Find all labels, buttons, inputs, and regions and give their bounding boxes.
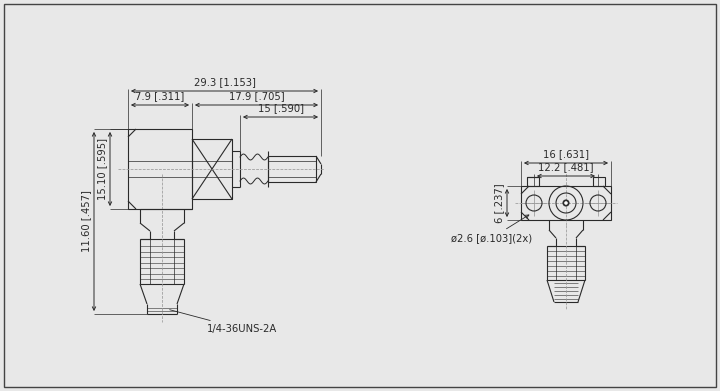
Text: ø2.6 [ø.103](2x): ø2.6 [ø.103](2x): [451, 215, 532, 243]
Bar: [527, 177, 539, 186]
Text: 12.2 [.481]: 12.2 [.481]: [539, 162, 594, 172]
Bar: [192, 139, 232, 199]
Text: 7.9 [.311]: 7.9 [.311]: [135, 91, 184, 101]
Text: 16 [.631]: 16 [.631]: [543, 149, 589, 159]
Text: 17.9 [.705]: 17.9 [.705]: [229, 91, 284, 101]
Bar: [521, 186, 611, 220]
Text: 11.60 [.457]: 11.60 [.457]: [81, 190, 91, 253]
Bar: [268, 156, 316, 182]
Bar: [593, 177, 605, 186]
Bar: [128, 129, 192, 209]
Circle shape: [564, 202, 567, 204]
Text: 29.3 [1.153]: 29.3 [1.153]: [194, 77, 256, 87]
Text: 15 [.590]: 15 [.590]: [258, 103, 304, 113]
Text: 6 [.237]: 6 [.237]: [494, 183, 504, 223]
Text: 15.10 [.595]: 15.10 [.595]: [97, 138, 107, 200]
Circle shape: [563, 200, 569, 206]
Text: 1/4-36UNS-2A: 1/4-36UNS-2A: [170, 310, 277, 334]
